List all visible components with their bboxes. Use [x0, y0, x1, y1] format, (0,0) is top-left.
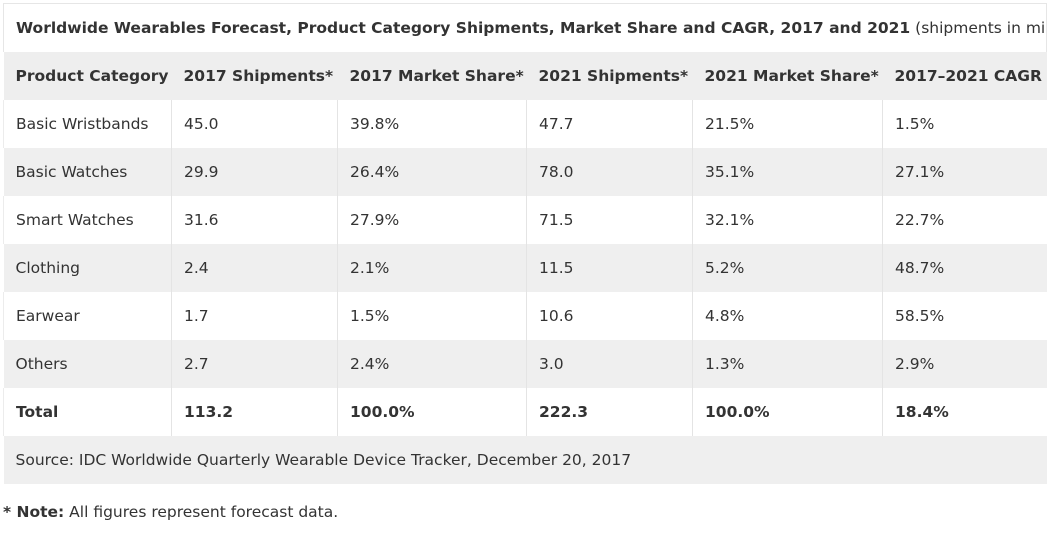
cell-2021-shipments: 11.5: [526, 243, 693, 292]
cell-cagr: 1.5%: [881, 99, 1047, 148]
wearables-forecast-table-container: Worldwide Wearables Forecast, Product Ca…: [2, 3, 1048, 484]
cell-category: Others: [3, 339, 172, 388]
cell-cagr: 58.5%: [881, 291, 1047, 340]
cell-2021-shipments: 47.7: [526, 99, 693, 148]
table-title: Worldwide Wearables Forecast, Product Ca…: [2, 3, 1048, 52]
total-2021-market-share: 100.0%: [692, 387, 883, 436]
cell-cagr: 22.7%: [881, 195, 1047, 244]
cell-category: Basic Watches: [3, 147, 172, 196]
table-source: Source: IDC Worldwide Quarterly Wearable…: [3, 435, 1047, 484]
cell-category: Smart Watches: [3, 195, 172, 244]
total-label: Total: [3, 387, 172, 436]
cell-2017-shipments: 29.9: [171, 147, 338, 196]
cell-category: Basic Wristbands: [3, 99, 172, 148]
cell-2021-market-share: 21.5%: [692, 99, 883, 148]
header-cagr: 2017–2021 CAGR: [882, 51, 1047, 100]
cell-2021-market-share: 32.1%: [692, 195, 883, 244]
cell-2017-shipments: 31.6: [171, 195, 338, 244]
table-row: Earwear 1.7 1.5% 10.6 4.8% 58.5%: [3, 291, 1047, 340]
table-title-suffix: (shipments in millions): [915, 18, 1046, 37]
cell-2017-shipments: 2.7: [171, 339, 338, 388]
table-total-row: Total 113.2 100.0% 222.3 100.0% 18.4%: [3, 387, 1047, 436]
cell-2017-market-share: 39.8%: [337, 99, 527, 148]
table-row: Clothing 2.4 2.1% 11.5 5.2% 48.7%: [3, 243, 1047, 292]
cell-cagr: 27.1%: [881, 147, 1047, 196]
table-row: Others 2.7 2.4% 3.0 1.3% 2.9%: [3, 339, 1047, 388]
cell-2017-market-share: 2.4%: [337, 339, 527, 388]
cell-cagr: 2.9%: [881, 339, 1047, 388]
total-2017-market-share: 100.0%: [337, 387, 527, 436]
table-title-bold: Worldwide Wearables Forecast, Product Ca…: [16, 18, 911, 37]
cell-2017-shipments: 45.0: [171, 99, 338, 148]
note-label: * Note:: [3, 503, 65, 521]
table-header-row: Product Category 2017 Shipments* 2017 Ma…: [3, 51, 1047, 100]
cell-2021-shipments: 3.0: [526, 339, 693, 388]
header-2021-market-share: 2021 Market Share*: [692, 51, 883, 100]
cell-2021-market-share: 4.8%: [692, 291, 883, 340]
note-text: All figures represent forecast data.: [64, 503, 339, 521]
cell-2017-shipments: 1.7: [171, 291, 338, 340]
header-2021-shipments: 2021 Shipments*: [526, 51, 693, 100]
header-2017-market-share: 2017 Market Share*: [337, 51, 527, 100]
header-product-category: Product Category: [3, 51, 172, 100]
cell-2017-market-share: 26.4%: [337, 147, 527, 196]
cell-category: Earwear: [3, 291, 172, 340]
cell-category: Clothing: [3, 243, 172, 292]
cell-2017-shipments: 2.4: [171, 243, 338, 292]
table-source-row: Source: IDC Worldwide Quarterly Wearable…: [3, 435, 1047, 484]
cell-2017-market-share: 1.5%: [337, 291, 527, 340]
table-row: Smart Watches 31.6 27.9% 71.5 32.1% 22.7…: [3, 195, 1047, 244]
table-row: Basic Watches 29.9 26.4% 78.0 35.1% 27.1…: [3, 147, 1047, 196]
cell-2017-market-share: 27.9%: [337, 195, 527, 244]
table-title-row: Worldwide Wearables Forecast, Product Ca…: [2, 3, 1048, 52]
header-2017-shipments: 2017 Shipments*: [171, 51, 338, 100]
cell-2017-market-share: 2.1%: [337, 243, 527, 292]
cell-2021-shipments: 10.6: [526, 291, 693, 340]
cell-2021-shipments: 78.0: [526, 147, 693, 196]
cell-2021-market-share: 5.2%: [692, 243, 883, 292]
wearables-forecast-table: Worldwide Wearables Forecast, Product Ca…: [2, 3, 1048, 484]
total-2021-shipments: 222.3: [526, 387, 693, 436]
cell-cagr: 48.7%: [881, 243, 1047, 292]
total-cagr: 18.4%: [881, 387, 1047, 436]
cell-2021-market-share: 35.1%: [692, 147, 883, 196]
total-2017-shipments: 113.2: [171, 387, 338, 436]
table-row: Basic Wristbands 45.0 39.8% 47.7 21.5% 1…: [3, 99, 1047, 148]
cell-2021-market-share: 1.3%: [692, 339, 883, 388]
forecast-note: * Note: All figures represent forecast d…: [3, 503, 338, 521]
cell-2021-shipments: 71.5: [526, 195, 693, 244]
